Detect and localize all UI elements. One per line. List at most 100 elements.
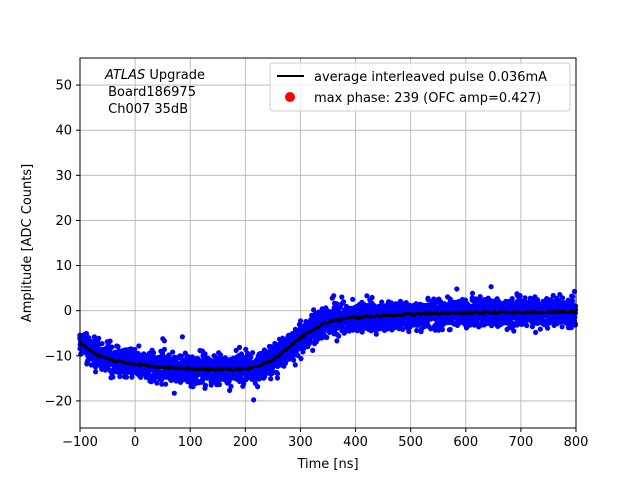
scatter-point	[300, 349, 306, 355]
scatter-point	[509, 298, 515, 304]
scatter-point	[447, 326, 453, 333]
scatter-point	[129, 374, 135, 380]
y-tick-label: −20	[45, 394, 72, 409]
scatter-point	[241, 381, 247, 387]
scatter-point	[341, 330, 347, 336]
scatter-point	[291, 357, 297, 363]
scatter-point	[511, 328, 517, 334]
scatter-point	[572, 321, 578, 327]
x-tick-label: 0	[131, 435, 139, 450]
atlas-upgrade-label: Upgrade	[145, 68, 205, 83]
scatter-point	[418, 329, 424, 335]
scatter-point	[364, 293, 370, 299]
scatter-point	[216, 381, 222, 388]
x-tick-label: 600	[453, 435, 478, 450]
y-tick-label: 50	[55, 79, 72, 94]
atlas-italic-label: ATLAS	[104, 68, 145, 83]
legend-label-average-pulse: average interleaved pulse 0.036mA	[314, 70, 547, 85]
scatter-point	[545, 325, 551, 331]
x-tick-label: 500	[398, 435, 423, 450]
atlas-annotation-channel: Ch007 35dB	[104, 102, 188, 117]
atlas-annotation-line1: ATLAS Upgrade	[104, 68, 205, 83]
x-tick-label: 800	[564, 435, 589, 450]
scatter-point	[428, 326, 434, 332]
scatter-point	[533, 329, 539, 335]
scatter-point	[524, 322, 530, 329]
y-tick-label: −10	[45, 349, 72, 364]
scatter-point	[217, 352, 224, 358]
plot-frame	[79, 57, 577, 429]
y-tick-label: 0	[64, 304, 72, 319]
scatter-point	[166, 352, 172, 358]
x-tick-label: 700	[508, 435, 533, 450]
scatter-point	[179, 334, 185, 340]
scatter-point	[336, 333, 342, 339]
scatter-point	[379, 299, 385, 305]
scatter-point	[123, 374, 130, 380]
scatter-point	[117, 373, 123, 380]
scatter-point	[115, 344, 121, 350]
scatter-point	[90, 338, 97, 344]
scatter-point	[160, 350, 166, 357]
scatter-point	[161, 346, 167, 352]
scatter-point	[107, 338, 113, 344]
y-axis-label: Amplitude [ADC Counts]	[20, 164, 35, 322]
scatter-point	[99, 341, 105, 347]
scatter-point	[297, 318, 304, 324]
scatter-point	[274, 371, 281, 377]
scatter-point	[350, 296, 356, 302]
scatter-point	[359, 329, 365, 335]
legend-frame	[269, 62, 571, 112]
scatter-point	[228, 383, 234, 389]
y-axis-ticks: −20 −10 0 10 20 30 40 50	[45, 79, 80, 409]
scatter-point	[309, 312, 315, 318]
scatter-point	[248, 354, 254, 360]
scatter-point	[550, 292, 556, 299]
scatter-point	[469, 290, 476, 296]
scatter-point	[339, 294, 345, 300]
scatter-point	[161, 338, 167, 344]
scatter-point	[298, 356, 304, 362]
x-tick-label: 100	[178, 435, 203, 450]
scatter-point	[243, 346, 249, 352]
scatter-point	[208, 382, 214, 388]
atlas-annotation: ATLAS Upgrade Board186975 Ch007 35dB	[104, 68, 205, 117]
scatter-point	[439, 327, 445, 333]
scatter-point	[178, 353, 184, 359]
scatter-point	[110, 374, 116, 380]
x-tick-label: −100	[62, 435, 98, 450]
scatter-point	[233, 347, 239, 353]
scatter-point	[250, 350, 256, 356]
atlas-annotation-board: Board186975	[104, 85, 196, 100]
scatter-point	[517, 293, 523, 299]
scatter-point	[324, 334, 330, 340]
x-tick-label: 200	[233, 435, 258, 450]
scatter-point	[171, 390, 177, 396]
scatter-point	[292, 362, 298, 368]
scatter-point	[369, 294, 375, 301]
line-layer	[78, 309, 578, 372]
scatter-point	[251, 397, 257, 403]
y-tick-label: 10	[55, 259, 72, 274]
scatter-point	[463, 323, 469, 329]
scatter-point	[236, 344, 243, 350]
scatter-point	[269, 370, 275, 376]
y-tick-label: 40	[55, 124, 72, 139]
scatter-point	[202, 351, 208, 357]
scatter-point	[406, 328, 412, 335]
scatter-point	[473, 296, 479, 302]
scatter-point	[569, 298, 575, 304]
scatter-point	[274, 375, 280, 381]
scatter-point	[91, 334, 97, 340]
scatter-point	[136, 343, 142, 349]
x-axis-label: Time [ns]	[296, 457, 358, 472]
scatter-point	[522, 295, 528, 301]
scatter-point	[154, 380, 160, 386]
legend-label-max-phase: max phase: 239 (OFC amp=0.427)	[314, 91, 541, 106]
scatter-point	[310, 347, 316, 353]
scatter-point	[414, 327, 420, 334]
scatter-point	[159, 381, 165, 387]
scatter-point	[170, 349, 176, 355]
scatter-point	[268, 376, 274, 382]
scatter-point	[163, 381, 169, 387]
